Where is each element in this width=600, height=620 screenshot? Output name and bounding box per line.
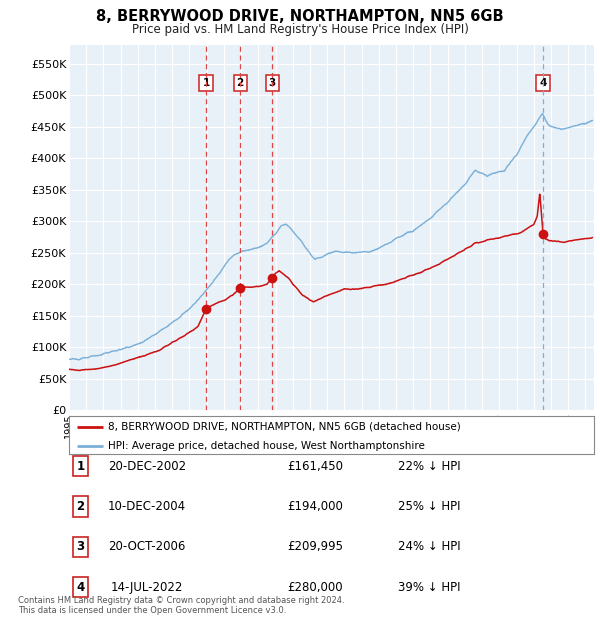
Text: 3: 3 [76,541,85,553]
Text: HPI: Average price, detached house, West Northamptonshire: HPI: Average price, detached house, West… [109,441,425,451]
Text: 8, BERRYWOOD DRIVE, NORTHAMPTON, NN5 6GB: 8, BERRYWOOD DRIVE, NORTHAMPTON, NN5 6GB [96,9,504,24]
Text: 24% ↓ HPI: 24% ↓ HPI [398,541,460,553]
Text: 20-DEC-2002: 20-DEC-2002 [108,460,186,472]
Text: 3: 3 [268,78,276,88]
Text: £209,995: £209,995 [287,541,343,553]
Text: 8, BERRYWOOD DRIVE, NORTHAMPTON, NN5 6GB (detached house): 8, BERRYWOOD DRIVE, NORTHAMPTON, NN5 6GB… [109,422,461,432]
Text: 4: 4 [76,581,85,593]
Text: 25% ↓ HPI: 25% ↓ HPI [398,500,460,513]
Text: 22% ↓ HPI: 22% ↓ HPI [398,460,460,472]
Text: 39% ↓ HPI: 39% ↓ HPI [398,581,460,593]
Text: 14-JUL-2022: 14-JUL-2022 [111,581,183,593]
Text: 4: 4 [539,78,547,88]
Text: 2: 2 [76,500,85,513]
Text: £161,450: £161,450 [287,460,343,472]
Text: Price paid vs. HM Land Registry's House Price Index (HPI): Price paid vs. HM Land Registry's House … [131,23,469,36]
Text: 1: 1 [202,78,209,88]
Text: 10-DEC-2004: 10-DEC-2004 [108,500,186,513]
Text: 2: 2 [236,78,244,88]
Text: £280,000: £280,000 [287,581,343,593]
Text: Contains HM Land Registry data © Crown copyright and database right 2024.
This d: Contains HM Land Registry data © Crown c… [18,596,344,615]
Text: £194,000: £194,000 [287,500,343,513]
Text: 1: 1 [76,460,85,472]
Text: 20-OCT-2006: 20-OCT-2006 [109,541,185,553]
